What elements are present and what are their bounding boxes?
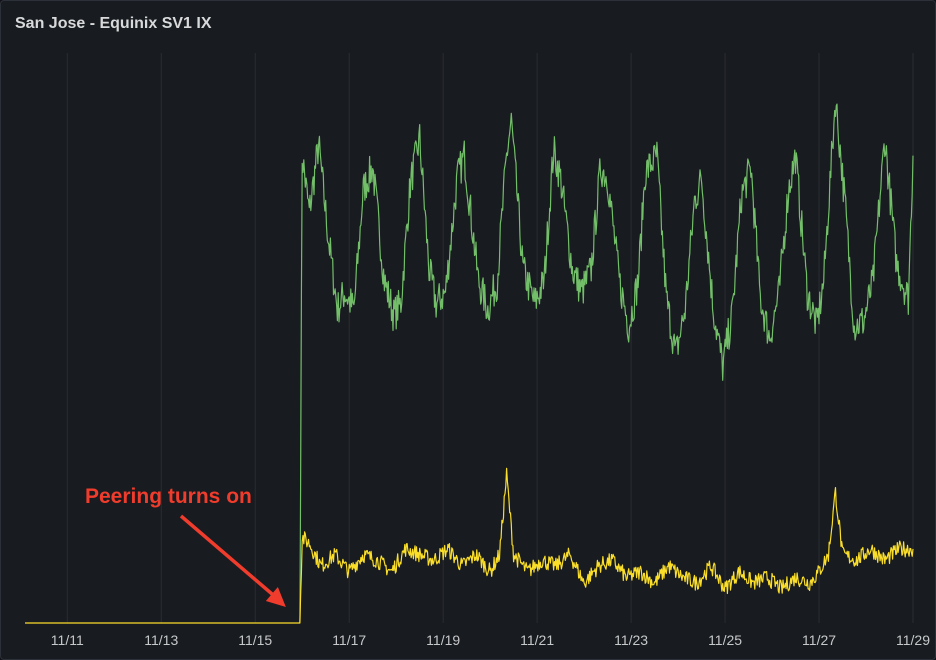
x-tick-label: 11/27 xyxy=(802,632,836,648)
x-tick-label: 11/13 xyxy=(144,632,178,648)
x-tick-label: 11/17 xyxy=(332,632,366,648)
series-line-yellow xyxy=(25,467,914,624)
panel-title: San Jose - Equinix SV1 IX xyxy=(15,15,212,32)
x-tick-label: 11/23 xyxy=(614,632,648,648)
x-tick-label: 11/25 xyxy=(708,632,742,648)
annotation-label: Peering turns on xyxy=(85,485,252,508)
x-tick-label: 11/19 xyxy=(426,632,460,648)
x-tick-label: 11/15 xyxy=(238,632,272,648)
annotation-arrow-shaft xyxy=(179,514,279,601)
x-tick-label: 11/11 xyxy=(51,632,84,648)
series-line-green xyxy=(299,103,914,624)
x-tick-label: 11/29 xyxy=(896,632,930,648)
annotation-arrow-head xyxy=(265,587,286,607)
x-tick-label: 11/21 xyxy=(520,632,554,648)
